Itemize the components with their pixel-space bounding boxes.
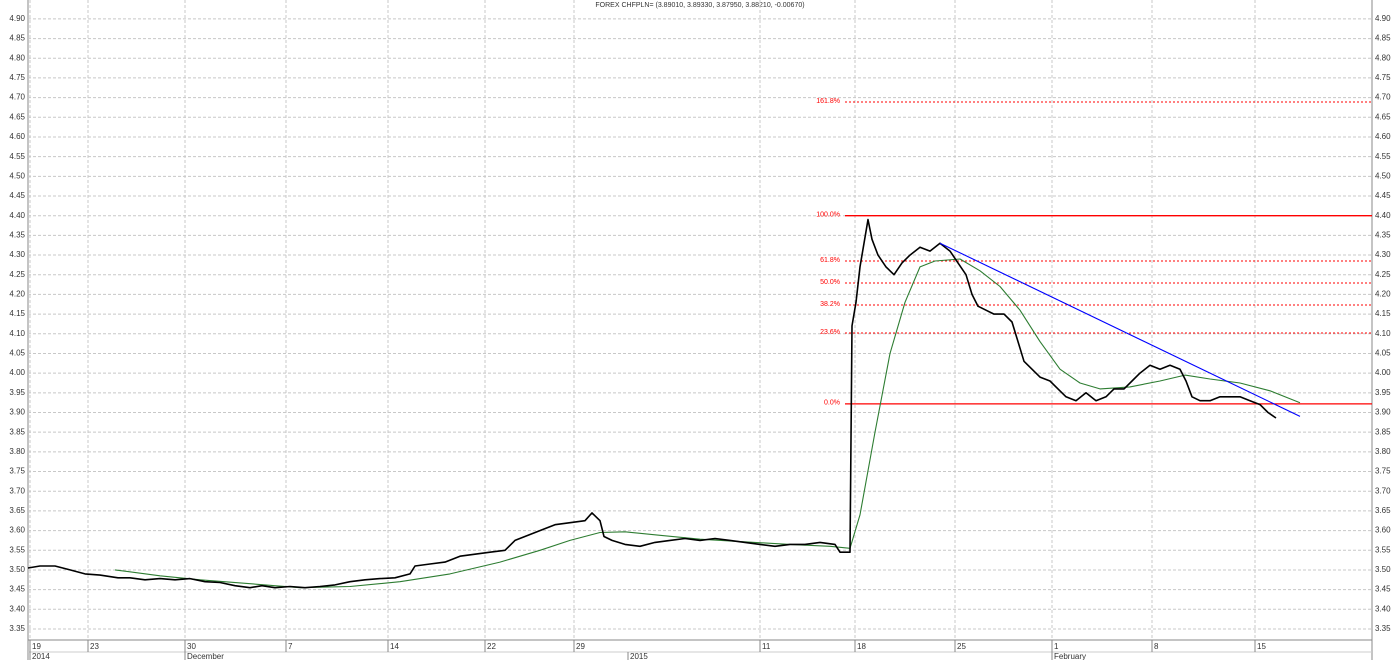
- y-tick-label: 4.90: [9, 14, 25, 23]
- fib-label: 161.8%: [816, 98, 840, 105]
- y-tick-label-right: 3.45: [1375, 585, 1391, 594]
- y-tick-label: 3.45: [9, 585, 25, 594]
- y-tick-label: 4.35: [9, 230, 25, 239]
- period-label: February: [1054, 652, 1086, 660]
- y-tick-label: 3.80: [9, 447, 25, 456]
- y-tick-label-right: 3.85: [1375, 427, 1391, 436]
- x-tick-label: 15: [1257, 642, 1266, 651]
- y-tick-label-right: 4.00: [1375, 368, 1391, 377]
- y-tick-label: 3.55: [9, 545, 25, 554]
- y-tick-label: 4.20: [9, 290, 25, 299]
- y-tick-label-right: 4.20: [1375, 290, 1391, 299]
- period-label: 2015: [630, 652, 648, 660]
- x-tick-label: 8: [1154, 642, 1159, 651]
- y-tick-label: 4.40: [9, 211, 25, 220]
- y-tick-label-right: 3.75: [1375, 467, 1391, 476]
- y-tick-label-right: 3.55: [1375, 545, 1391, 554]
- y-tick-label: 4.45: [9, 191, 25, 200]
- y-tick-label-right: 4.70: [1375, 93, 1391, 102]
- y-tick-label-right: 3.60: [1375, 526, 1391, 535]
- y-tick-label-right: 4.25: [1375, 270, 1391, 279]
- y-tick-label: 3.60: [9, 526, 25, 535]
- y-tick-label-right: 3.40: [1375, 604, 1391, 613]
- fib-label: 100.0%: [816, 212, 840, 219]
- y-tick-label-right: 4.45: [1375, 191, 1391, 200]
- y-tick-label: 4.25: [9, 270, 25, 279]
- trend-line: [939, 242, 1301, 417]
- y-tick-label: 4.10: [9, 329, 25, 338]
- x-tick-label: 25: [957, 642, 966, 651]
- period-label: December: [187, 652, 224, 660]
- y-tick-label-right: 4.85: [1375, 34, 1391, 43]
- y-tick-label-right: 3.70: [1375, 486, 1391, 495]
- y-tick-label-right: 3.95: [1375, 388, 1391, 397]
- y-tick-label-right: 3.65: [1375, 506, 1391, 515]
- y-tick-label-right: 4.55: [1375, 152, 1391, 161]
- y-tick-label-right: 4.90: [1375, 14, 1391, 23]
- y-tick-label: 3.95: [9, 388, 25, 397]
- fib-label: 38.2%: [820, 301, 840, 308]
- chart-title: FOREX CHFPLN= (3.89010, 3.89330, 3.87950…: [595, 2, 804, 9]
- y-tick-label-right: 3.80: [1375, 447, 1391, 456]
- y-tick-label-right: 4.35: [1375, 230, 1391, 239]
- y-tick-label: 4.50: [9, 171, 25, 180]
- y-tick-label: 4.30: [9, 250, 25, 259]
- y-tick-label: 4.05: [9, 349, 25, 358]
- y-tick-label: 3.85: [9, 427, 25, 436]
- y-tick-label: 4.00: [9, 368, 25, 377]
- y-tick-label-right: 4.50: [1375, 171, 1391, 180]
- y-tick-label-right: 4.65: [1375, 112, 1391, 121]
- y-tick-label-right: 4.75: [1375, 73, 1391, 82]
- y-tick-label-right: 3.90: [1375, 408, 1391, 417]
- y-tick-label-right: 4.60: [1375, 132, 1391, 141]
- y-tick-label-right: 4.05: [1375, 349, 1391, 358]
- y-tick-label-right: 3.35: [1375, 624, 1391, 633]
- y-tick-label: 3.65: [9, 506, 25, 515]
- x-tick-label: 30: [187, 642, 196, 651]
- fib-label: 61.8%: [820, 257, 840, 264]
- y-tick-label: 4.70: [9, 93, 25, 102]
- y-tick-label: 3.35: [9, 624, 25, 633]
- y-tick-label-right: 3.50: [1375, 565, 1391, 574]
- y-tick-label-right: 4.10: [1375, 329, 1391, 338]
- y-tick-label-right: 4.80: [1375, 53, 1391, 62]
- x-tick-label: 1: [1054, 642, 1059, 651]
- y-tick-label: 3.90: [9, 408, 25, 417]
- y-tick-label: 4.75: [9, 73, 25, 82]
- y-tick-label: 4.85: [9, 34, 25, 43]
- y-tick-label: 3.50: [9, 565, 25, 574]
- y-tick-label: 3.40: [9, 604, 25, 613]
- y-tick-label-right: 4.15: [1375, 309, 1391, 318]
- y-tick-label: 4.80: [9, 53, 25, 62]
- y-tick-label-right: 4.30: [1375, 250, 1391, 259]
- y-tick-label: 4.15: [9, 309, 25, 318]
- y-tick-label: 4.65: [9, 112, 25, 121]
- fib-label: 0.0%: [824, 400, 840, 407]
- y-tick-label: 4.60: [9, 132, 25, 141]
- y-tick-label-right: 4.40: [1375, 211, 1391, 220]
- fib-label: 50.0%: [820, 279, 840, 286]
- x-tick-label: 22: [487, 642, 496, 651]
- x-tick-label: 11: [762, 642, 771, 651]
- fib-label: 23.6%: [820, 329, 840, 336]
- x-tick-label: 14: [390, 642, 399, 651]
- series-line: [27, 218, 1277, 589]
- period-label: 2014: [32, 652, 50, 660]
- series-line: [114, 258, 1301, 589]
- x-tick-label: 23: [90, 642, 99, 651]
- x-tick-label: 18: [857, 642, 866, 651]
- x-tick-label: 29: [576, 642, 585, 651]
- y-tick-label: 4.55: [9, 152, 25, 161]
- x-tick-label: 19: [32, 642, 41, 651]
- y-tick-label: 3.75: [9, 467, 25, 476]
- y-tick-label: 3.70: [9, 486, 25, 495]
- x-tick-label: 7: [288, 642, 293, 651]
